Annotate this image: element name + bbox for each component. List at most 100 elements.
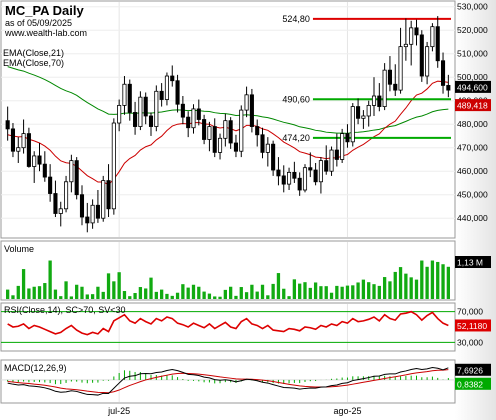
chart-title: MC_PA Daily (5, 3, 85, 18)
macd-badge: 7,6926 (457, 365, 483, 375)
price-badge: 494,600 (457, 82, 488, 92)
macd-line (7, 366, 449, 396)
volume-bar (112, 281, 116, 299)
candle-down (276, 169, 281, 177)
candle-up (329, 149, 334, 172)
candle-down (42, 163, 47, 178)
candle-down (26, 133, 31, 167)
volume-bar (430, 260, 435, 299)
candle-down (419, 34, 424, 77)
rsi-badge-bg (455, 319, 491, 332)
price-tick-label: 510,000 (457, 49, 488, 59)
volume-bar (106, 273, 111, 299)
candle-down (148, 115, 154, 127)
volume-bar (436, 261, 440, 299)
volume-bar (197, 286, 201, 299)
volume-bar (404, 273, 408, 299)
candle-up (217, 137, 223, 153)
candle-up (138, 96, 143, 127)
volume-bar (16, 285, 20, 299)
candle-up (111, 122, 116, 210)
volume-badge-bg (455, 256, 491, 268)
volume-bar (128, 296, 132, 299)
candle-up (302, 167, 308, 191)
candle-down (143, 96, 148, 117)
price-tick-label: 460,000 (457, 166, 488, 176)
volume-bar (223, 289, 227, 299)
price-tick-label: 500,000 (457, 72, 488, 82)
volume-bar (335, 285, 339, 299)
candle-down (414, 27, 419, 36)
candle-down (324, 160, 329, 172)
candle-up (207, 126, 212, 140)
volume-bar (85, 294, 89, 299)
volume-bar (324, 286, 328, 299)
candle-up (32, 155, 37, 167)
candle-down (440, 60, 446, 86)
volume-bar (244, 292, 249, 299)
as-of-date: as of 05/09/2025 (5, 18, 72, 28)
candle-down (170, 75, 175, 82)
volume-bar (329, 292, 334, 299)
candle-up (154, 90, 159, 127)
volume-bar (239, 287, 243, 299)
candle-down (186, 116, 191, 129)
volume-bar (207, 293, 212, 299)
candle-down (387, 69, 392, 85)
candle-down (133, 112, 138, 127)
volume-bar (308, 287, 312, 299)
volume-bar (191, 284, 196, 299)
volume-bar (138, 287, 143, 299)
volume-bar (340, 286, 344, 299)
macd-pane-frame (0, 359, 456, 404)
ema21-badge: 489,418 (457, 101, 488, 111)
candle-down (260, 134, 265, 153)
volume-bar (80, 286, 84, 299)
volume-bar (90, 294, 95, 299)
right-axis-background (455, 0, 496, 420)
x-axis-label: ago-25 (333, 406, 361, 416)
candle-down (74, 160, 79, 196)
candle-up (90, 204, 95, 224)
rsi-title: RSI(Close,14), SC>70, SV<30 (4, 305, 126, 315)
macd-signal-line (7, 369, 449, 394)
candle-down (10, 128, 16, 152)
rsi-tick-label: 30,000 (457, 337, 483, 347)
volume-bar (313, 282, 318, 299)
value-badges: 494,600 489,418 1,13 M 52,1180 7,6926 0,8382 (455, 80, 491, 390)
volume-bar (149, 277, 153, 299)
volume-bar (37, 286, 42, 299)
candle-down (37, 155, 42, 165)
candle-up (16, 147, 21, 152)
candle-up (122, 83, 127, 106)
volume-bars (6, 260, 450, 299)
candle-up (117, 105, 122, 124)
candle-up (58, 208, 63, 214)
rsi-badge: 52,1180 (457, 321, 487, 331)
candle-up (101, 180, 106, 219)
candle-up (287, 171, 292, 185)
volume-bar (170, 295, 174, 299)
volume-bar (377, 285, 381, 299)
volume-bar (361, 279, 366, 299)
candle-up (425, 46, 430, 77)
volume-bar (213, 296, 217, 299)
volume-bar (154, 291, 158, 299)
candle-down (85, 216, 90, 224)
volume-bar (234, 295, 238, 299)
candle-up (265, 143, 270, 153)
candle-down (345, 133, 350, 143)
volume-bar (21, 269, 26, 299)
candle-up (398, 46, 403, 91)
volume-bar (372, 284, 376, 299)
candle-down (356, 106, 361, 119)
volume-bar (59, 296, 63, 299)
price-gridlines (1, 6, 455, 219)
volume-bar (43, 283, 47, 299)
volume-bar (175, 292, 180, 299)
volume-bar (53, 289, 58, 299)
candle-up (239, 109, 244, 152)
price-badge-bg (455, 80, 491, 93)
rsi-layer: 30,000 70,000 (1, 307, 483, 347)
volume-bar (425, 266, 429, 299)
